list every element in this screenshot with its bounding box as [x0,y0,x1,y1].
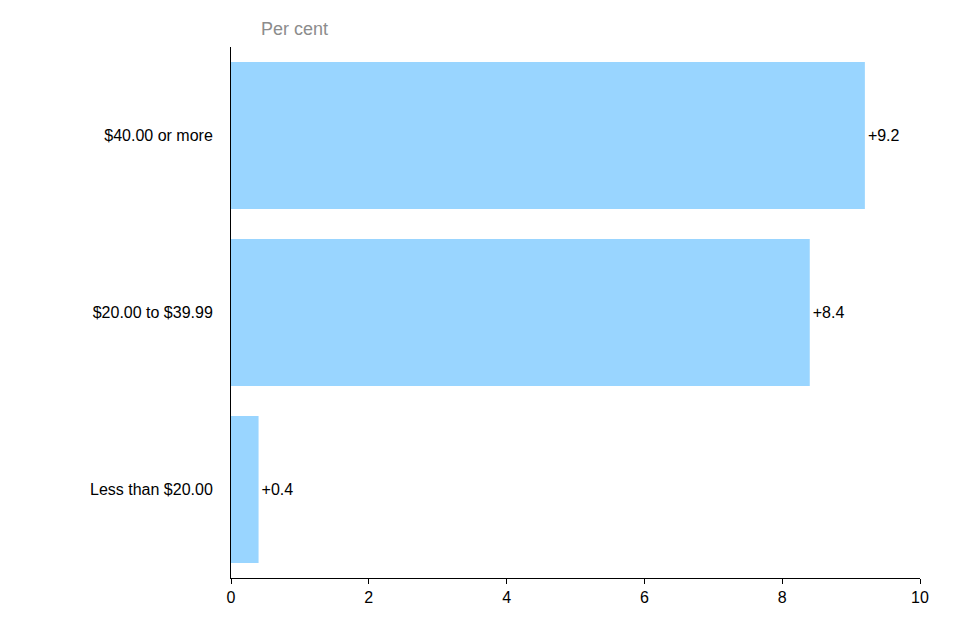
svg-text:$40.00 or more: $40.00 or more [104,127,213,144]
svg-text:6: 6 [640,589,649,606]
svg-text:Per cent: Per cent [261,19,328,39]
svg-text:2: 2 [364,589,373,606]
svg-text:0: 0 [227,589,236,606]
svg-text:+0.4: +0.4 [262,481,294,498]
svg-text:Less than $20.00: Less than $20.00 [90,481,213,498]
svg-text:8: 8 [778,589,787,606]
svg-text:4: 4 [502,589,511,606]
svg-text:+8.4: +8.4 [813,304,845,321]
svg-text:10: 10 [911,589,929,606]
svg-text:$20.00 to $39.99: $20.00 to $39.99 [93,304,213,321]
svg-text:+9.2: +9.2 [868,127,900,144]
